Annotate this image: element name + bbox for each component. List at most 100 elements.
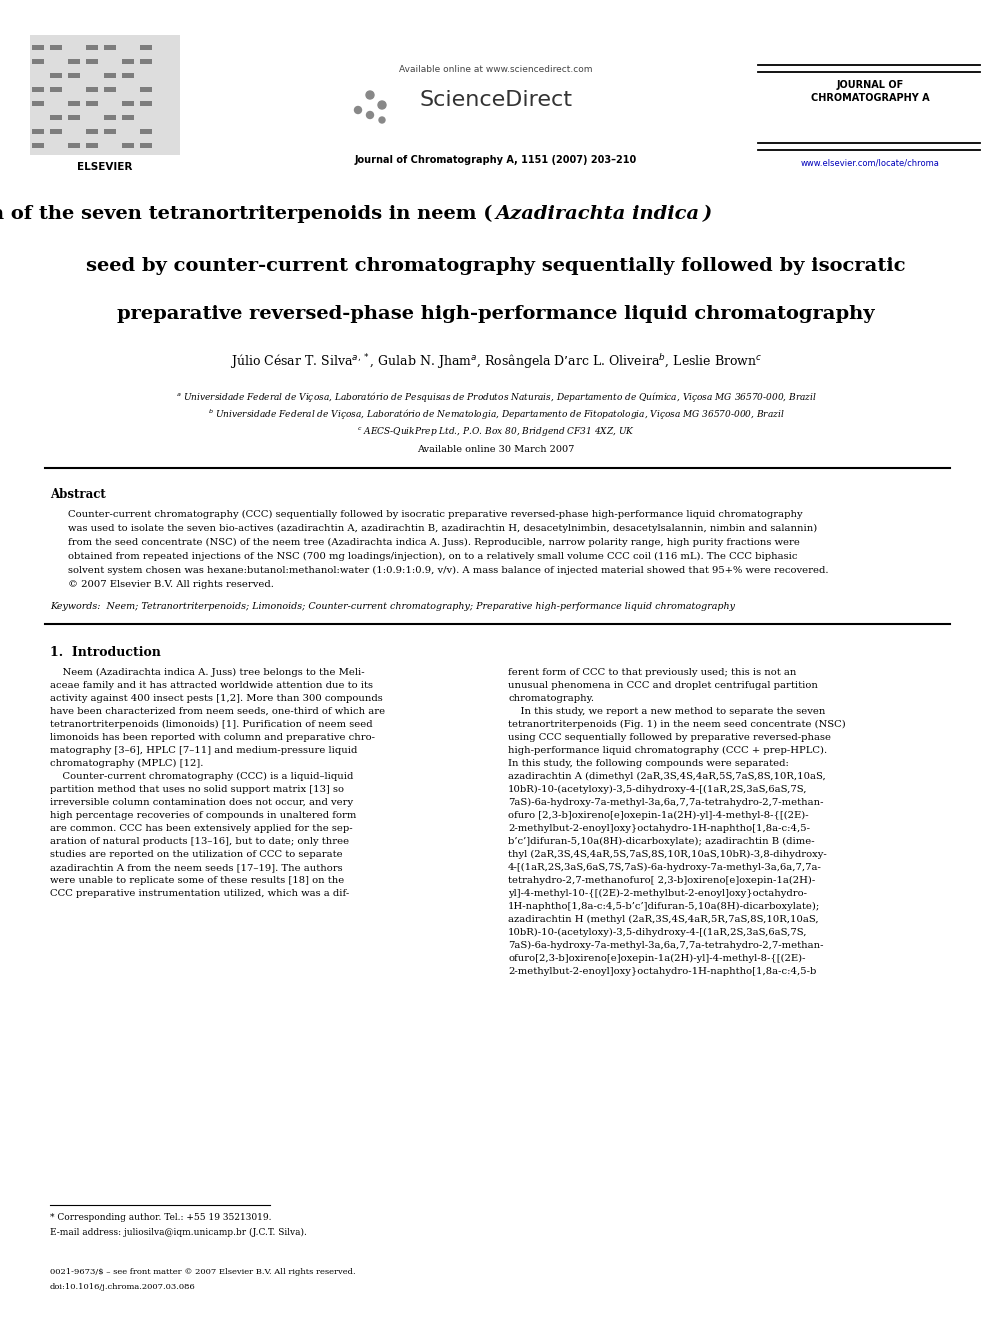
Bar (122, 115, 134, 120)
Text: Counter-current chromatography (CCC) sequentially followed by isocratic preparat: Counter-current chromatography (CCC) seq… (68, 509, 803, 519)
Text: Available online 30 March 2007: Available online 30 March 2007 (418, 445, 574, 454)
Bar (32, 130, 44, 134)
Text: * Corresponding author. Tel.: +55 19 35213019.: * Corresponding author. Tel.: +55 19 352… (50, 1213, 272, 1222)
Text: using CCC sequentially followed by preparative reversed-phase: using CCC sequentially followed by prepa… (508, 733, 831, 742)
Text: activity against 400 insect pests [1,2]. More than 300 compounds: activity against 400 insect pests [1,2].… (50, 695, 383, 703)
Bar (68, 73, 80, 78)
Text: Journal of Chromatography A, 1151 (2007) 203–210: Journal of Chromatography A, 1151 (2007)… (355, 155, 637, 165)
Bar (50, 45, 62, 50)
Bar (104, 73, 116, 78)
Bar (122, 101, 134, 106)
Text: ofuro [2,3-b]oxireno[e]oxepin-1a(2H)-yl]-4-methyl-8-{[(2E)-: ofuro [2,3-b]oxireno[e]oxepin-1a(2H)-yl]… (508, 811, 808, 820)
Bar (86, 45, 98, 50)
Text: 7aS)-6a-hydroxy-7a-methyl-3a,6a,7,7a-tetrahydro-2,7-methan-: 7aS)-6a-hydroxy-7a-methyl-3a,6a,7,7a-tet… (508, 941, 823, 950)
Text: 10bR)-10-(acetyloxy)-3,5-dihydroxy-4-[(1aR,2S,3aS,6aS,7S,: 10bR)-10-(acetyloxy)-3,5-dihydroxy-4-[(1… (508, 785, 807, 794)
Text: Purification of the seven tetranortriterpenoids in neem (: Purification of the seven tetranortriter… (0, 205, 496, 224)
Bar (50, 130, 62, 134)
Text: 1H-naphtho[1,8a-c:4,5-b’c’]difuran-5,10a(8H)-dicarboxylate);: 1H-naphtho[1,8a-c:4,5-b’c’]difuran-5,10a… (508, 902, 820, 912)
Text: 2-methylbut-2-enoyl]oxy}octahydro-1H-naphtho[1,8a-c:4,5-: 2-methylbut-2-enoyl]oxy}octahydro-1H-nap… (508, 824, 810, 833)
Text: high-performance liquid chromatography (CCC + prep-HPLC).: high-performance liquid chromatography (… (508, 746, 827, 755)
Bar (30, 34, 180, 155)
Bar (104, 115, 116, 120)
Text: Azadirachta indica ): Azadirachta indica ) (496, 205, 713, 224)
Bar (68, 115, 80, 120)
Bar (32, 101, 44, 106)
Text: 7aS)-6a-hydroxy-7a-methyl-3a,6a,7,7a-tetrahydro-2,7-methan-: 7aS)-6a-hydroxy-7a-methyl-3a,6a,7,7a-tet… (508, 798, 823, 807)
Circle shape (366, 91, 374, 99)
Text: ScienceDirect: ScienceDirect (420, 90, 572, 110)
Bar (68, 143, 80, 148)
Text: Júlio César T. Silva$^{a,*}$, Gulab N. Jham$^{a}$, Rosângela D’arc L. Oliveira$^: Júlio César T. Silva$^{a,*}$, Gulab N. J… (230, 352, 762, 370)
Text: 4-[(1aR,2S,3aS,6aS,7S,7aS)-6a-hydroxy-7a-methyl-3a,6a,7,7a-: 4-[(1aR,2S,3aS,6aS,7S,7aS)-6a-hydroxy-7a… (508, 863, 822, 872)
Text: doi:10.1016/j.chroma.2007.03.086: doi:10.1016/j.chroma.2007.03.086 (50, 1283, 195, 1291)
Text: In this study, the following compounds were separated:: In this study, the following compounds w… (508, 759, 789, 767)
Bar (122, 60, 134, 64)
Circle shape (354, 106, 361, 114)
Text: tetranortriterpenoids (limonoids) [1]. Purification of neem seed: tetranortriterpenoids (limonoids) [1]. P… (50, 720, 373, 729)
Text: preparative reversed-phase high-performance liquid chromatography: preparative reversed-phase high-performa… (117, 306, 875, 323)
Text: © 2007 Elsevier B.V. All rights reserved.: © 2007 Elsevier B.V. All rights reserved… (68, 579, 274, 589)
Text: unusual phenomena in CCC and droplet centrifugal partition: unusual phenomena in CCC and droplet cen… (508, 681, 817, 691)
Bar (140, 101, 152, 106)
Bar (140, 60, 152, 64)
Bar (68, 60, 80, 64)
Text: aceae family and it has attracted worldwide attention due to its: aceae family and it has attracted worldw… (50, 681, 373, 691)
Text: aration of natural products [13–16], but to date; only three: aration of natural products [13–16], but… (50, 837, 349, 845)
Bar (32, 143, 44, 148)
Text: Counter-current chromatography (CCC) is a liquid–liquid: Counter-current chromatography (CCC) is … (50, 773, 353, 781)
Bar (122, 73, 134, 78)
Bar (140, 87, 152, 93)
Text: azadirachtin A from the neem seeds [17–19]. The authors: azadirachtin A from the neem seeds [17–1… (50, 863, 342, 872)
Bar (86, 87, 98, 93)
Circle shape (366, 111, 374, 119)
Bar (140, 130, 152, 134)
Text: azadirachtin H (methyl (2aR,3S,4S,4aR,5R,7aS,8S,10R,10aS,: azadirachtin H (methyl (2aR,3S,4S,4aR,5R… (508, 916, 818, 925)
Bar (68, 101, 80, 106)
Bar (50, 115, 62, 120)
Text: chromatography (MPLC) [12].: chromatography (MPLC) [12]. (50, 759, 203, 769)
Bar (104, 87, 116, 93)
Circle shape (379, 116, 385, 123)
Bar (140, 45, 152, 50)
Text: tetrahydro-2,7-methanofuro[ 2,3-b]oxireno[e]oxepin-1a(2H)-: tetrahydro-2,7-methanofuro[ 2,3-b]oxiren… (508, 876, 815, 885)
Text: CCC preparative instrumentation utilized, which was a dif-: CCC preparative instrumentation utilized… (50, 889, 349, 898)
Bar (50, 73, 62, 78)
Text: ferent form of CCC to that previously used; this is not an: ferent form of CCC to that previously us… (508, 668, 797, 677)
Bar (32, 60, 44, 64)
Text: seed by counter-current chromatography sequentially followed by isocratic: seed by counter-current chromatography s… (86, 257, 906, 275)
Text: tetranortriterpenoids (Fig. 1) in the neem seed concentrate (NSC): tetranortriterpenoids (Fig. 1) in the ne… (508, 720, 846, 729)
Text: azadirachtin A (dimethyl (2aR,3S,4S,4aR,5S,7aS,8S,10R,10aS,: azadirachtin A (dimethyl (2aR,3S,4S,4aR,… (508, 773, 825, 781)
Text: ofuro[2,3-b]oxireno[e]oxepin-1a(2H)-yl]-4-methyl-8-{[(2E)-: ofuro[2,3-b]oxireno[e]oxepin-1a(2H)-yl]-… (508, 954, 806, 963)
Text: from the seed concentrate (NSC) of the neem tree (Azadirachta indica A. Juss). R: from the seed concentrate (NSC) of the n… (68, 538, 800, 548)
Text: chromatography.: chromatography. (508, 695, 594, 703)
Text: 0021-9673/$ – see front matter © 2007 Elsevier B.V. All rights reserved.: 0021-9673/$ – see front matter © 2007 El… (50, 1267, 355, 1275)
Bar (50, 87, 62, 93)
Text: studies are reported on the utilization of CCC to separate: studies are reported on the utilization … (50, 849, 342, 859)
Text: 2-methylbut-2-enoyl]oxy}octahydro-1H-naphtho[1,8a-c:4,5-b: 2-methylbut-2-enoyl]oxy}octahydro-1H-nap… (508, 967, 816, 976)
Text: www.elsevier.com/locate/chroma: www.elsevier.com/locate/chroma (801, 157, 939, 167)
Bar (86, 101, 98, 106)
Bar (122, 143, 134, 148)
Text: irreversible column contamination does not occur, and very: irreversible column contamination does n… (50, 798, 353, 807)
Text: partition method that uses no solid support matrix [13] so: partition method that uses no solid supp… (50, 785, 344, 794)
Text: 10bR)-10-(acetyloxy)-3,5-dihydroxy-4-[(1aR,2S,3aS,6aS,7S,: 10bR)-10-(acetyloxy)-3,5-dihydroxy-4-[(1… (508, 927, 807, 937)
Text: Abstract: Abstract (50, 488, 106, 501)
Text: thyl (2aR,3S,4S,4aR,5S,7aS,8S,10R,10aS,10bR)-3,8-dihydroxy-: thyl (2aR,3S,4S,4aR,5S,7aS,8S,10R,10aS,1… (508, 849, 826, 859)
Text: obtained from repeated injections of the NSC (700 mg loadings/injection), on to : obtained from repeated injections of the… (68, 552, 798, 561)
Bar (104, 130, 116, 134)
Text: are common. CCC has been extensively applied for the sep-: are common. CCC has been extensively app… (50, 824, 352, 833)
Text: In this study, we report a new method to separate the seven: In this study, we report a new method to… (508, 706, 825, 716)
Text: yl]-4-methyl-10-{[(2E)-2-methylbut-2-enoyl]oxy}octahydro-: yl]-4-methyl-10-{[(2E)-2-methylbut-2-eno… (508, 889, 807, 898)
Text: Keywords:  Neem; Tetranortriterpenoids; Limonoids; Counter-current chromatograph: Keywords: Neem; Tetranortriterpenoids; L… (50, 602, 735, 611)
Text: ELSEVIER: ELSEVIER (77, 161, 133, 172)
Bar (104, 45, 116, 50)
Bar (32, 87, 44, 93)
Text: b’c’]difuran-5,10a(8H)-dicarboxylate); azadirachtin B (dime-: b’c’]difuran-5,10a(8H)-dicarboxylate); a… (508, 837, 814, 847)
Text: high percentage recoveries of compounds in unaltered form: high percentage recoveries of compounds … (50, 811, 356, 820)
Bar (86, 130, 98, 134)
Text: Neem (Azadirachta indica A. Juss) tree belongs to the Meli-: Neem (Azadirachta indica A. Juss) tree b… (50, 668, 365, 677)
Text: $^{b}$ Universidade Federal de Viçosa, Laboratório de Nematologia, Departamento : $^{b}$ Universidade Federal de Viçosa, L… (207, 407, 785, 422)
Text: was used to isolate the seven bio-actives (azadirachtin A, azadirachtin B, azadi: was used to isolate the seven bio-active… (68, 524, 817, 533)
Text: Available online at www.sciencedirect.com: Available online at www.sciencedirect.co… (399, 65, 593, 74)
Circle shape (378, 101, 386, 108)
